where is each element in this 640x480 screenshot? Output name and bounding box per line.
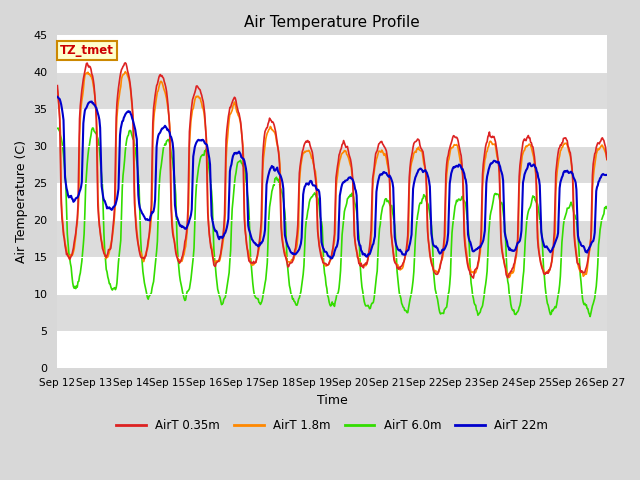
Y-axis label: Air Temperature (C): Air Temperature (C) xyxy=(15,140,28,264)
Text: TZ_tmet: TZ_tmet xyxy=(60,44,114,57)
Bar xyxy=(58,183,607,220)
Bar xyxy=(58,257,607,294)
Legend: AirT 0.35m, AirT 1.8m, AirT 6.0m, AirT 22m: AirT 0.35m, AirT 1.8m, AirT 6.0m, AirT 2… xyxy=(111,414,553,437)
Bar xyxy=(58,220,607,257)
Bar xyxy=(58,72,607,109)
X-axis label: Time: Time xyxy=(317,394,348,407)
Bar xyxy=(58,331,607,368)
Bar xyxy=(58,36,607,72)
Bar xyxy=(58,146,607,183)
Title: Air Temperature Profile: Air Temperature Profile xyxy=(244,15,420,30)
Bar xyxy=(58,294,607,331)
Bar xyxy=(58,109,607,146)
